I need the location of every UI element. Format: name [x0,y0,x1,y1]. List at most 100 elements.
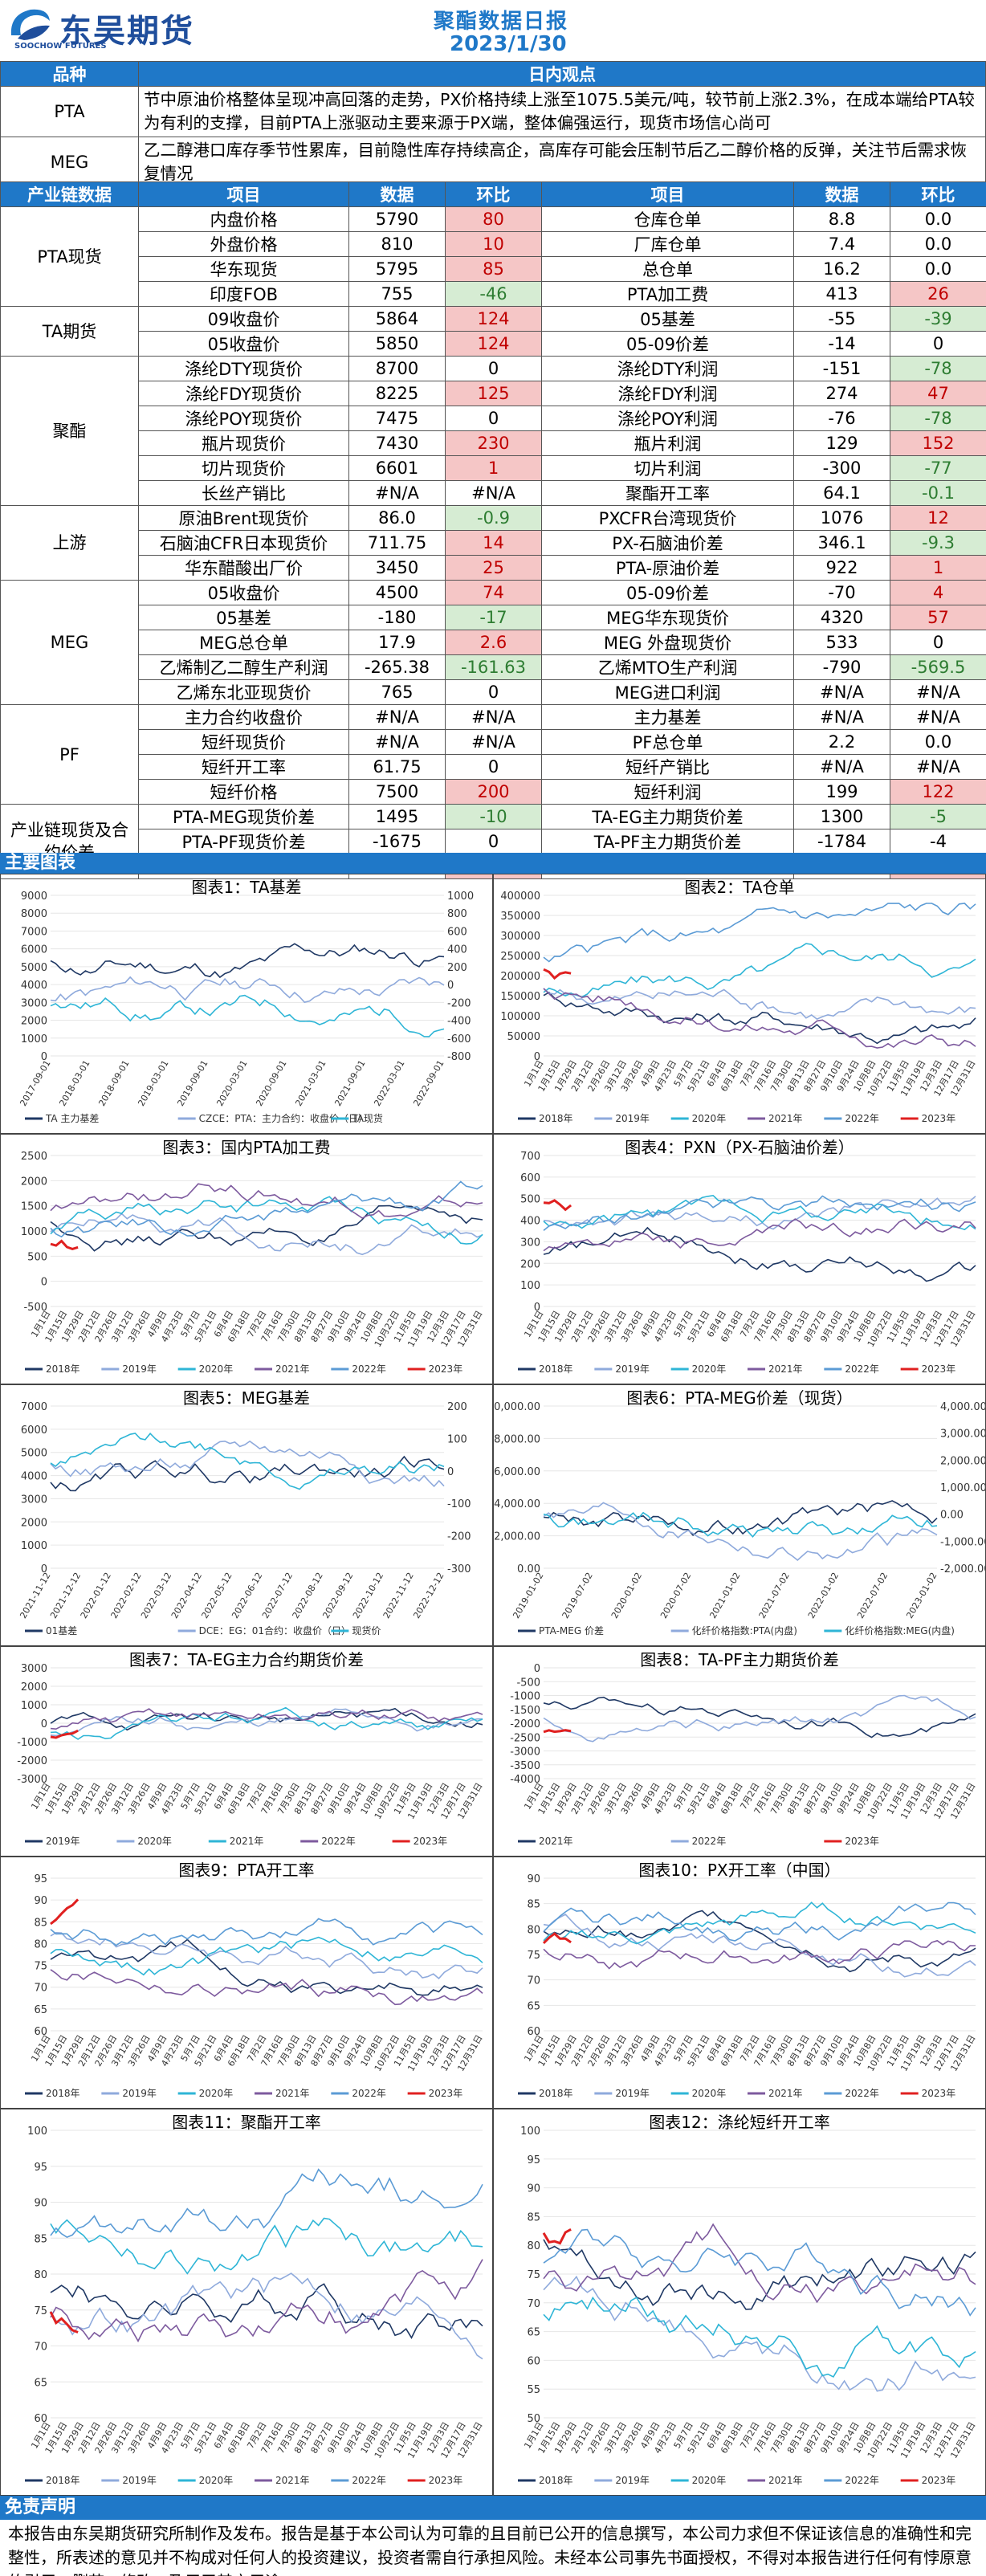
data-cell: TA-PF主力期货价差 [541,829,794,854]
y-tick-label: 250000 [500,951,540,963]
data-cell: 涤纶FDY现货价 [138,381,349,406]
data-cell: 05基差 [138,605,349,630]
y-tick-label: 1000 [21,1226,47,1238]
y-tick-label: 0 [534,1302,540,1314]
y-tick-label-right: -600 [447,1033,471,1045]
chart-svg: 700060005000400030002000100002001000-100… [18,1401,471,1636]
data-cell: 4 [890,580,986,605]
data-cell: 4320 [793,605,890,630]
y-tick-label: 75 [527,2269,540,2281]
series-line [543,2296,976,2378]
x-tick-label: 2022-08-12 [291,1571,325,1620]
series-line [543,1194,976,1231]
chart-svg: 100959085807570656055501月1日1月15日1月29日2月1… [518,2126,978,2486]
data-cell: 0.0 [890,206,986,232]
data-cell: -55 [793,306,890,332]
y-tick-label-right: 2,000.00 [940,1455,985,1467]
data-cell: 152 [890,430,986,456]
data-cell: #N/A [445,704,542,730]
legend-label: 2020年 [199,2475,234,2486]
data-cell: 4500 [348,580,446,605]
data-cell: 乙烯制乙二醇生产利润 [138,654,349,680]
y-tick-label: 3000 [21,1494,47,1506]
y-tick-label: 80 [527,1924,540,1936]
data-cell: PTA-PF现货价差 [138,829,349,854]
x-tick-label: 2022-12-12 [411,1571,446,1620]
data-table-row: 印度FOB 755 -46 PTA加工费 413 26 [1,281,986,307]
series-line [543,1939,976,1970]
data-cell: 短纤现货价 [138,729,349,755]
y-tick-label: -4000 [510,1774,540,1786]
y-tick-label: 75 [527,1950,540,1962]
data-table-row: 外盘价格 810 10 厂库仓单 7.4 0.0 [1,231,986,257]
group-label: MEG [0,580,139,705]
chart-panel: 图表6：PTA-MEG价差（现货） 10,000.00 8,000.00 6,000.… [493,1384,986,1646]
chart-panel: 图表11：聚酯开工率 100 95 90 85 80 75 70 65 60 1月1日 1月15日 1月… [0,2109,493,2496]
data-table-header: 产业链数据 [0,181,139,207]
series-line [543,1196,976,1230]
data-cell: -78 [890,406,986,431]
data-cell: 外盘价格 [138,231,349,257]
chart-title: 图表3：国内PTA加工费 [162,1138,331,1157]
data-cell: 7430 [348,430,446,456]
series-line [543,1199,572,1212]
data-table-row: 05基差 -180 -17 MEG华东现货价 4320 57 [1,605,986,630]
data-table-row: 瓶片现货价 7430 230 瓶片利润 129 152 [1,430,986,456]
y-tick-label: 0 [41,1718,47,1730]
data-cell: 25 [445,555,542,581]
data-cell: 80 [445,206,542,232]
x-tick-label: 2018-03-01 [57,1058,92,1108]
x-tick-label: 2022-11-12 [381,1571,416,1620]
legend-label: 2023年 [429,2088,463,2099]
data-cell: 0.0 [890,729,986,755]
series-line [543,968,572,980]
legend-label: 2018年 [46,2088,80,2099]
y-tick-label: 8000 [21,908,47,920]
data-cell: 涤纶POY现货价 [138,406,349,431]
y-tick-label: 2000 [21,1517,47,1529]
data-cell: 0.0 [890,256,986,282]
data-cell: 5864 [348,306,446,332]
y-tick-label: 2,000.00 [494,1531,540,1543]
y-tick-label: 75 [34,1961,47,1973]
legend-label: TA 主力基差 [45,1113,99,1124]
series-line [49,2311,79,2333]
series-line [543,2223,976,2304]
data-table-row: 短纤价格 7500 200 短纤利润 199 122 [1,779,986,805]
x-tick-label: 2019-03-01 [136,1058,170,1108]
data-table-header: 数据 [348,181,446,207]
legend-label: 2021年 [275,2088,310,2099]
data-cell: 瓶片利润 [541,430,794,456]
data-cell: MEG华东现货价 [541,605,794,630]
data-cell: 129 [793,430,890,456]
x-tick-label: 2022-03-01 [372,1058,406,1108]
data-cell: 8.8 [793,206,890,232]
legend-label: 2023年 [429,1363,463,1375]
data-cell: 755 [348,281,446,307]
legend-label: 2022年 [845,1363,879,1375]
group-label: TA期货 [0,306,139,357]
data-cell: 原油Brent现货价 [138,505,349,531]
chart-panel: 图表2：TA仓单 400000 350000 300000 250000 200000 15… [493,874,986,1134]
y-tick-label: -500 [23,1302,47,1314]
x-tick-label: 2022-03-12 [139,1571,173,1620]
data-cell: 810 [348,231,446,257]
data-cell: PTA-原油价差 [541,555,794,581]
data-cell: -0.9 [445,505,542,531]
legend-label: 2018年 [539,2088,573,2099]
chart-title: 图表7：TA-EG主力合约期货价差 [129,1650,364,1669]
y-tick-label: 7000 [21,1401,47,1413]
data-cell: 274 [793,381,890,406]
data-cell: 86.0 [348,505,446,531]
data-cell: 短纤产销比 [541,754,794,780]
legend-label: 2018年 [46,2475,80,2486]
y-tick-label: 70 [34,1983,47,1995]
series-line [50,1918,483,1946]
series-line [50,2283,483,2339]
legend-label: 2019年 [122,1363,157,1375]
data-cell: -10 [445,804,542,829]
series-line [50,2168,483,2238]
data-cell: -300 [793,455,890,481]
group-label: 聚酯 [0,356,139,506]
chart-title: 图表9：PTA开工率 [178,1861,315,1880]
